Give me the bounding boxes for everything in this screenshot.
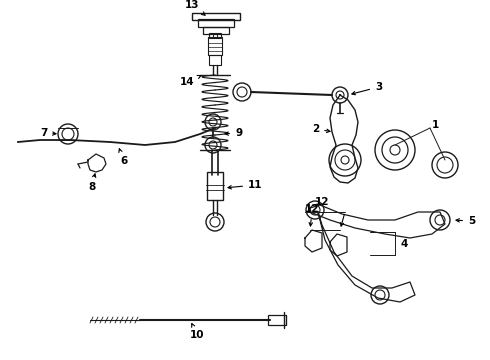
Text: 10: 10 xyxy=(190,324,204,340)
Bar xyxy=(198,19,234,27)
Text: 8: 8 xyxy=(88,174,96,192)
Bar xyxy=(203,27,229,34)
Text: 11: 11 xyxy=(228,180,263,190)
Text: 1: 1 xyxy=(431,120,439,130)
Bar xyxy=(208,37,222,55)
Bar xyxy=(207,172,223,200)
Text: 3: 3 xyxy=(352,82,382,95)
Bar xyxy=(209,33,221,38)
Text: 12: 12 xyxy=(315,197,329,207)
Text: 14: 14 xyxy=(180,76,201,87)
Bar xyxy=(268,315,286,325)
Text: 9: 9 xyxy=(225,128,242,138)
Text: 7: 7 xyxy=(40,128,56,138)
Bar xyxy=(209,55,221,65)
Text: 5: 5 xyxy=(456,216,475,226)
Text: 6: 6 xyxy=(119,149,127,166)
Text: 12: 12 xyxy=(305,204,319,226)
Text: 13: 13 xyxy=(185,0,205,15)
Bar xyxy=(192,13,240,20)
Text: 2: 2 xyxy=(312,124,330,134)
Text: 4: 4 xyxy=(400,239,407,249)
